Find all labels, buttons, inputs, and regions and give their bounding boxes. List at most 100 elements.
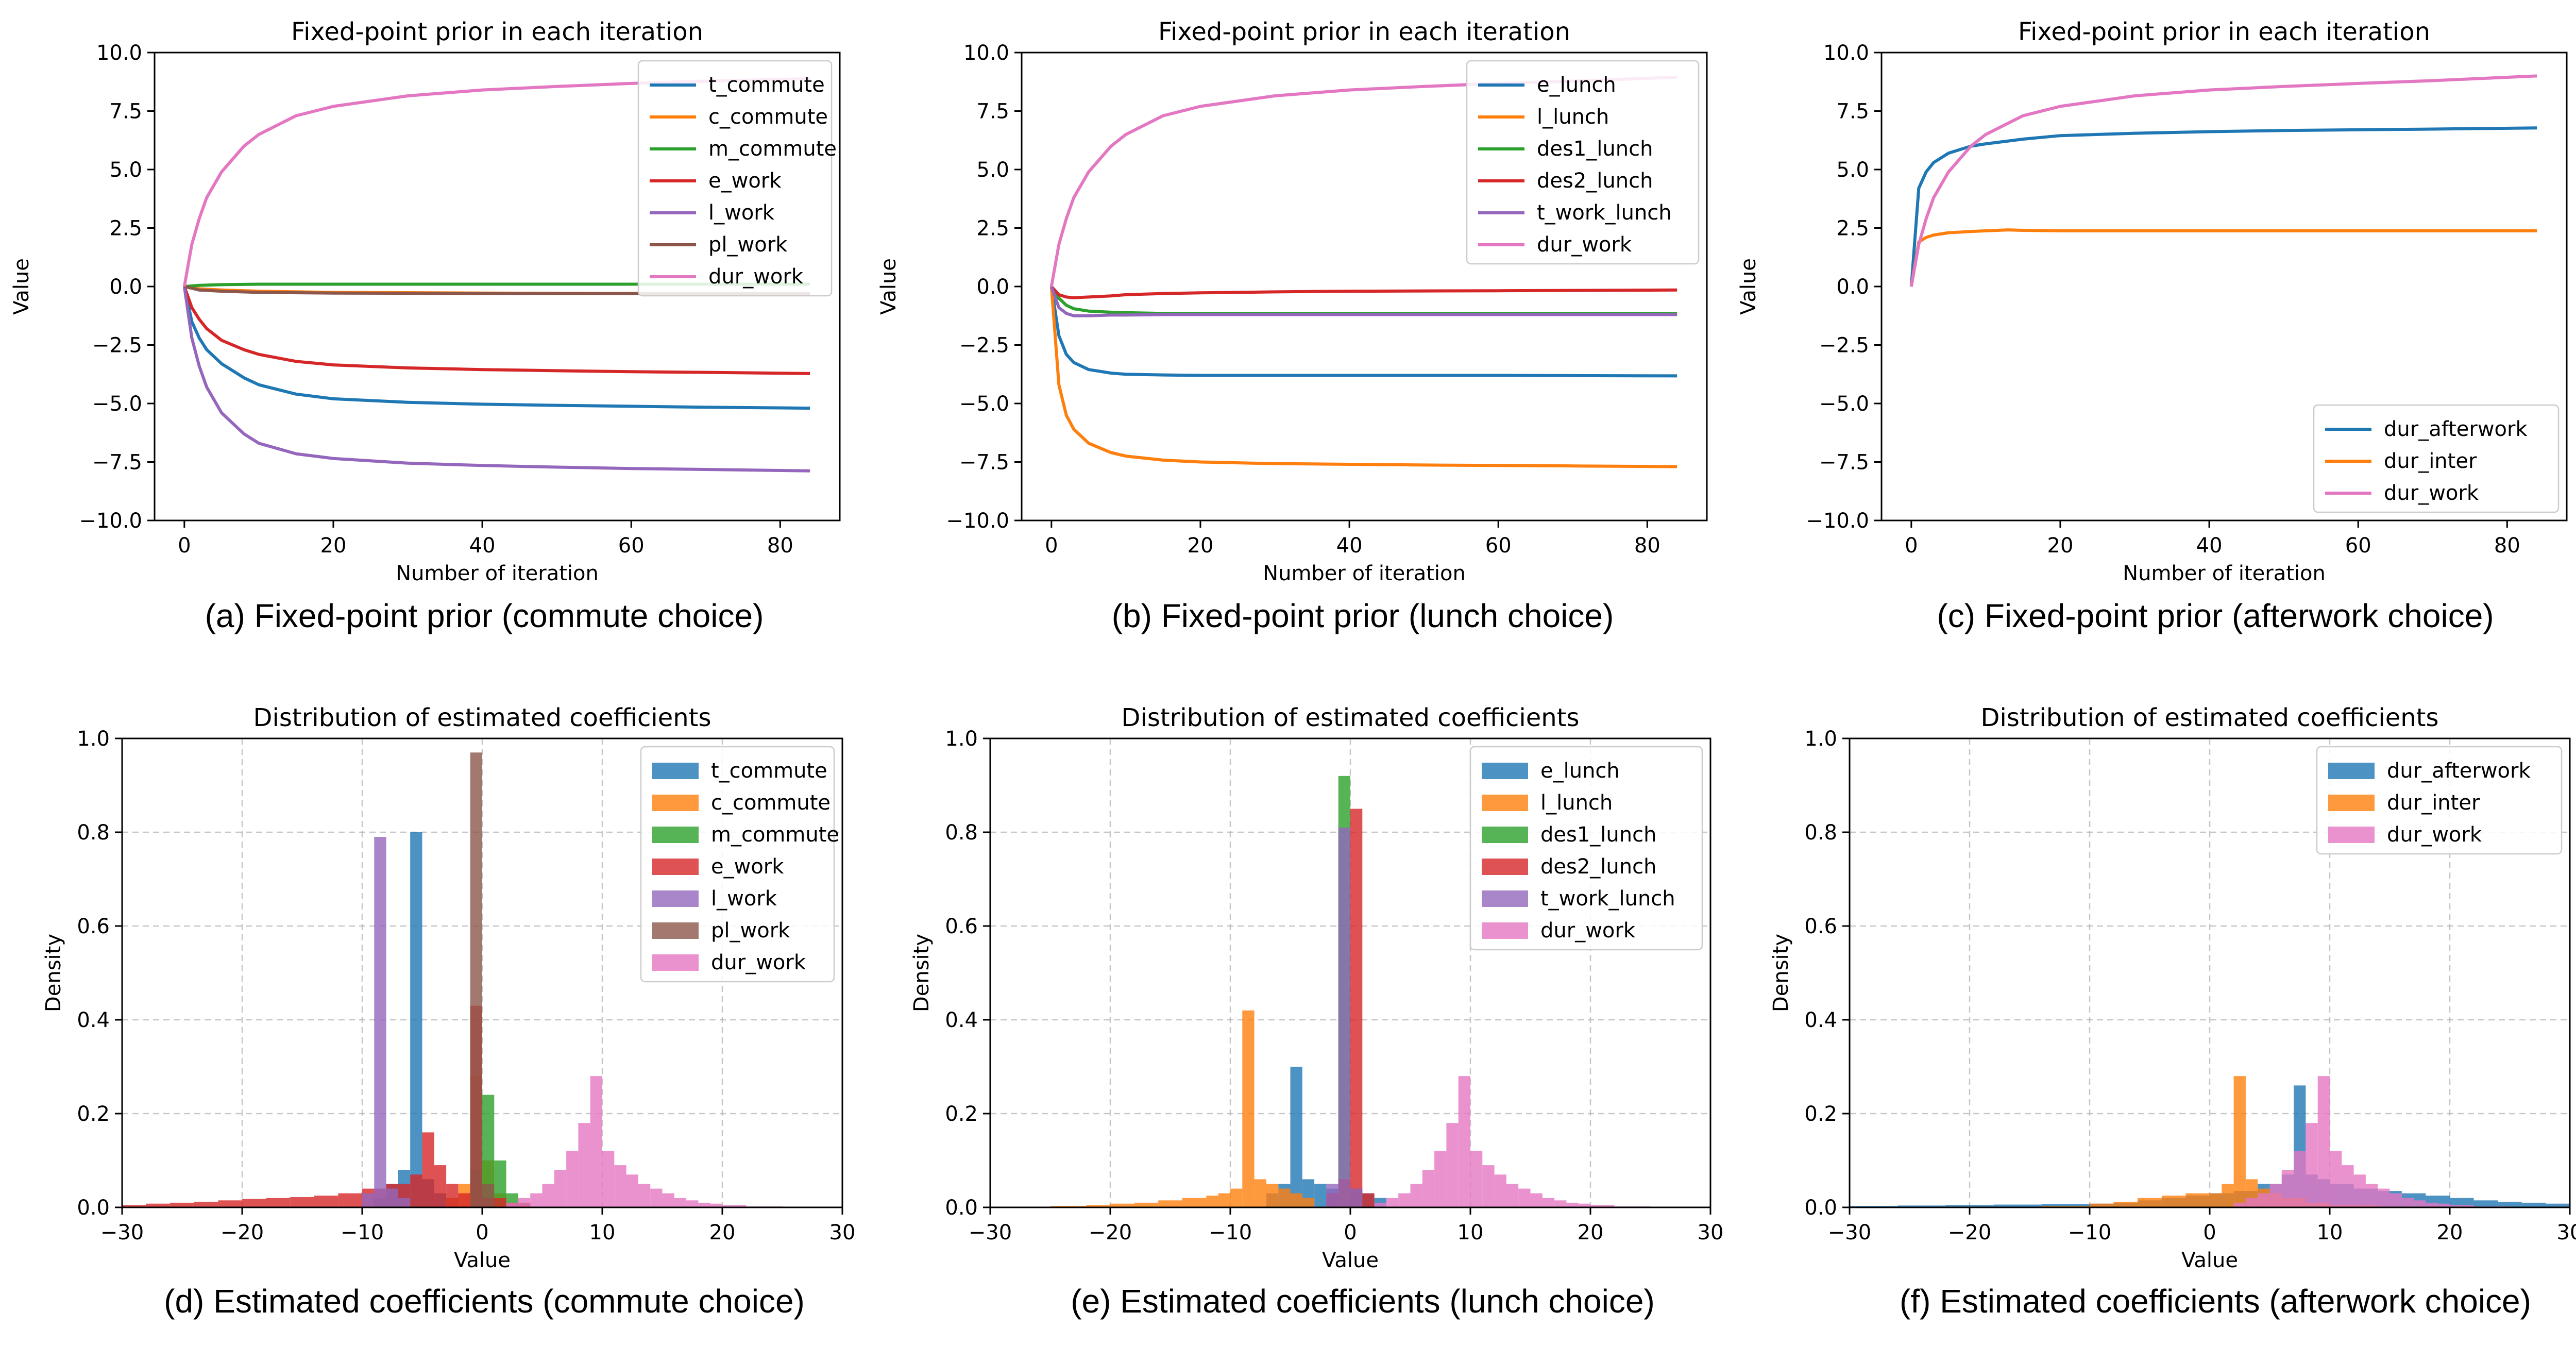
- legend-label-pl_work: pl_work: [711, 919, 790, 943]
- hist-bar-dur_work: [662, 1193, 674, 1207]
- y-tick-label: 10.0: [1823, 41, 1869, 65]
- legend-label-e_lunch: e_lunch: [1540, 759, 1620, 783]
- x-tick-label: 0: [2203, 1221, 2216, 1244]
- legend-box: [1469, 746, 1703, 951]
- hist-bar-dur_inter: [2210, 1193, 2222, 1207]
- hist-bar-dur_work: [2414, 1200, 2426, 1207]
- hist-bar-dur_work: [542, 1184, 554, 1207]
- hist-bar-l_lunch: [1086, 1205, 1110, 1207]
- y-tick-label: −7.5: [1819, 451, 1869, 475]
- chart-title: Distribution of estimated coefficients: [1981, 703, 2439, 732]
- hist-bar-l_work: [374, 837, 386, 1207]
- x-tick-label: 30: [829, 1221, 856, 1244]
- legend-label-des1_lunch: des1_lunch: [1540, 823, 1656, 847]
- legend-swatch-t_work_lunch: [1482, 890, 1528, 907]
- series-line-t_commute: [182, 286, 810, 410]
- x-tick-label: −30: [969, 1221, 1012, 1244]
- y-axis-label: Density: [42, 934, 65, 1012]
- caption-d: (d) Estimated coefficients (commute choi…: [164, 1283, 805, 1320]
- hist-bar-dur_work: [506, 1202, 518, 1207]
- hist-bar-e_work: [194, 1202, 218, 1207]
- hist-bar-dur_work: [1374, 1202, 1386, 1207]
- legend-label-t_commute: t_commute: [708, 73, 825, 97]
- hist-bar-dur_work: [2306, 1123, 2318, 1207]
- hist-bar-dur_work: [1434, 1151, 1447, 1207]
- caption-a: (a) Fixed-point prior (commute choice): [205, 597, 764, 634]
- hist-bar-dur_work: [2269, 1184, 2282, 1207]
- hist-bar-dur_work: [566, 1151, 579, 1207]
- y-axis-label: Density: [1769, 934, 1793, 1012]
- y-tick-label: 2.5: [976, 217, 1009, 241]
- x-tick-label: −30: [100, 1221, 144, 1244]
- legend-swatch-e_lunch: [1482, 763, 1528, 779]
- y-tick-label: 0.2: [1804, 1102, 1837, 1126]
- hist-bar-dur_work: [1590, 1205, 1615, 1207]
- hist-bar-l_work: [398, 1198, 411, 1207]
- y-tick-label: 5.0: [1836, 158, 1869, 182]
- x-tick-label: 20: [1578, 1221, 1604, 1244]
- y-axis-label: Value: [877, 258, 901, 315]
- hist-bar-dur_work: [1530, 1193, 1543, 1207]
- hist-bar-dur_work: [1554, 1200, 1567, 1207]
- y-tick-label: −10.0: [946, 509, 1009, 533]
- legend-label-c_commute: c_commute: [708, 105, 828, 129]
- chart-title: Distribution of estimated coefficients: [253, 703, 711, 732]
- chart-0: 0 20 40 60 80 −10.0 −7.5 −5.0 −2.5 0.0 2.5 5.0 7.5 10…: [10, 18, 841, 585]
- y-tick-label: 5.0: [109, 158, 142, 182]
- y-tick-label: 0.2: [945, 1102, 978, 1126]
- hist-bar-e_work: [338, 1193, 362, 1207]
- hist-bar-l_lunch: [1158, 1200, 1182, 1207]
- legend-label-dur_work: dur_work: [1537, 233, 1632, 257]
- x-tick-label: 10: [589, 1221, 616, 1244]
- legend-swatch-t_commute: [652, 763, 699, 779]
- hist-bar-l_lunch: [1230, 1188, 1243, 1207]
- y-axis-label: Density: [910, 934, 934, 1012]
- legend-label-e_work: e_work: [711, 855, 784, 879]
- series-line-dur_afterwork: [1909, 126, 2537, 287]
- caption-c: (c) Fixed-point prior (afterwork choice): [1937, 597, 2494, 634]
- hist-bar-dur_work: [1410, 1184, 1422, 1207]
- hist-bar-e_work: [218, 1200, 242, 1207]
- x-axis-label: Value: [454, 1249, 511, 1272]
- hist-bar-l_lunch: [1290, 1193, 1302, 1207]
- y-tick-label: 0.4: [1804, 1008, 1837, 1032]
- hist-bar-dur_work: [1506, 1184, 1519, 1207]
- y-axis-label: Value: [1737, 258, 1760, 315]
- y-tick-label: 7.5: [1836, 100, 1869, 124]
- y-tick-label: 0.6: [945, 915, 978, 938]
- hist-bar-dur_work: [2389, 1193, 2402, 1207]
- hist-bar-e_work: [434, 1165, 447, 1207]
- legend-label-e_work: e_work: [708, 169, 782, 193]
- x-tick-label: 80: [2494, 534, 2520, 558]
- series-line-m_commute: [184, 282, 810, 288]
- y-tick-label: 0.0: [1804, 1196, 1837, 1220]
- legend: e_lunch l_lunch des1_lunch des2_lunch t_work…: [1469, 746, 1703, 951]
- legend-label-pl_work: pl_work: [708, 233, 788, 257]
- hist-bar-dur_work: [518, 1198, 531, 1207]
- hist-bar-dur_inter: [2090, 1203, 2114, 1207]
- hist-bar-dur_work: [578, 1123, 590, 1207]
- legend-label-m_commute: m_commute: [711, 823, 839, 847]
- hist-bar-l_work: [362, 1193, 375, 1207]
- hist-bar-e_work: [422, 1132, 434, 1207]
- hist-bar-dur_work: [590, 1076, 602, 1207]
- legend-swatch-dur_work: [1482, 922, 1528, 939]
- hist-bar-l_work: [386, 1188, 398, 1207]
- hist-bar-dur_inter: [2113, 1202, 2138, 1207]
- legend-swatch-m_commute: [652, 827, 699, 843]
- hist-bar-e_work: [410, 1174, 422, 1207]
- y-tick-label: 0.0: [976, 275, 1009, 299]
- y-tick-label: 1.0: [77, 727, 110, 751]
- legend-label-l_lunch: l_lunch: [1540, 791, 1613, 815]
- hist-bar-dur_work: [722, 1205, 747, 1207]
- legend: dur_afterwork dur_inter dur_work: [2316, 746, 2563, 855]
- y-tick-label: 0.4: [945, 1008, 978, 1032]
- legend-box: [2316, 746, 2563, 855]
- hist-bar-t_work_lunch: [1350, 1188, 1363, 1207]
- legend-swatch-dur_work: [652, 954, 699, 971]
- x-tick-label: 40: [1336, 534, 1363, 558]
- hist-bar-dur_work: [650, 1188, 663, 1207]
- x-tick-label: 80: [767, 534, 793, 558]
- hist-bar-m_commute: [482, 1095, 495, 1207]
- legend: t_commute c_commute m_commute e_work l_workp…: [640, 746, 839, 983]
